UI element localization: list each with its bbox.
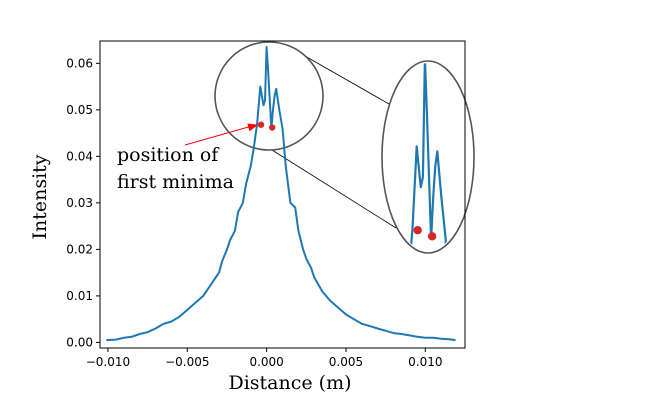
series-line: [106, 46, 456, 342]
annotation-line-1: position of: [117, 144, 220, 166]
inset-connector-line: [304, 55, 390, 105]
x-tick-label: 0.000: [249, 355, 283, 369]
y-tick-label: 0.04: [66, 149, 93, 163]
inset-minima-point: [413, 226, 422, 235]
marker-group: [257, 121, 276, 131]
annotation-arrowhead: [247, 123, 259, 132]
x-tick-label: 0.005: [329, 355, 363, 369]
minima-point: [257, 121, 265, 128]
x-tick-label: 0.010: [408, 355, 442, 369]
y-tick-label: 0.05: [66, 103, 93, 117]
inset-content: [397, 63, 451, 251]
minima-point: [268, 124, 276, 131]
annotation-arrow: [184, 125, 252, 146]
y-tick-label: 0.06: [66, 56, 93, 70]
x-tick-label: −0.010: [86, 355, 130, 369]
annotation-group: position of first minima: [117, 123, 259, 193]
inset-connector-line: [271, 149, 397, 229]
y-tick-label: 0.00: [66, 335, 93, 349]
y-tick-label: 0.01: [66, 289, 93, 303]
plot-area: [99, 40, 466, 349]
y-tick-label: 0.03: [66, 196, 93, 210]
axes-ticks: −0.010 −0.005 0.000 0.005 0.010 0.00 0.01 0.02 0…: [66, 56, 442, 369]
x-axis-label: Distance (m): [228, 372, 351, 394]
annotation-line-2: first minima: [117, 171, 234, 193]
inset-series-line: [397, 63, 451, 251]
y-axis-label: Intensity: [29, 154, 51, 239]
zoom-inset: [214, 41, 475, 254]
series-group: [106, 46, 456, 342]
inset-minima-point: [427, 232, 437, 241]
zoom-circle: [214, 41, 324, 151]
y-tick-label: 0.02: [66, 242, 93, 256]
x-tick-label: −0.005: [165, 355, 209, 369]
